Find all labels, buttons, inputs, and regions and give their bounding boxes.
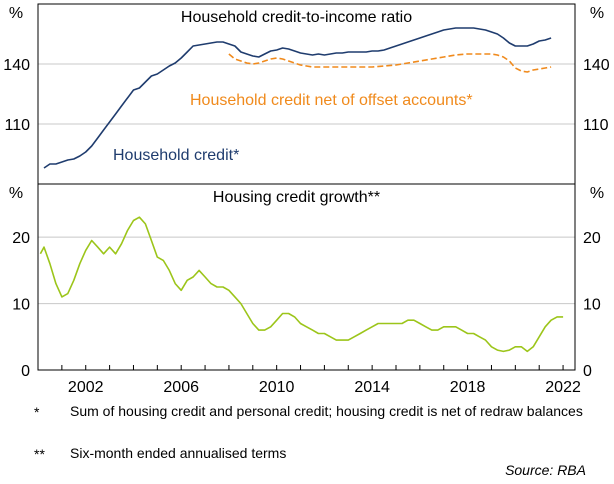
- panel-title: Household credit-to-income ratio: [181, 9, 412, 26]
- x-tick-label: 2022: [545, 379, 581, 396]
- source-label: Source: RBA: [505, 462, 586, 478]
- y-tick-label-right: 110: [583, 117, 609, 134]
- y-unit-left: %: [9, 185, 23, 202]
- series-line-1-1: [43, 27, 552, 169]
- y-tick-label-right: 0: [583, 363, 592, 380]
- footnote-2-text: Six-month ended annualised terms: [70, 445, 287, 461]
- footnote-1-text: Sum of housing credit and personal credi…: [70, 403, 583, 419]
- x-tick-label: 2014: [354, 379, 390, 396]
- series-line-2-1: [39, 216, 564, 353]
- x-tick-label: 2018: [450, 379, 486, 396]
- y-unit-right: %: [590, 5, 604, 22]
- y-tick-label-right: 20: [583, 230, 601, 247]
- footnote-1-mark: *: [34, 404, 40, 420]
- y-tick-label-left: 0: [21, 363, 30, 380]
- x-tick-label: 2006: [163, 379, 199, 396]
- y-tick-label-left: 10: [12, 297, 30, 314]
- x-tick-label: 2010: [259, 379, 295, 396]
- y-tick-label-right: 140: [583, 57, 610, 74]
- y-unit-left: %: [9, 5, 23, 22]
- footnote-2-mark: **: [34, 446, 45, 462]
- y-tick-label-left: 20: [12, 230, 30, 247]
- series-annotation: Household credit*: [113, 147, 239, 164]
- chart-figure: 110 110 140 140% % Household credit-to-income…: [3, 3, 610, 396]
- series-line-1-2: [228, 53, 552, 73]
- y-unit-right: %: [590, 185, 604, 202]
- y-tick-label-right: 10: [583, 297, 601, 314]
- panel-title: Housing credit growth**: [213, 189, 380, 206]
- plot-frame: [37, 3, 576, 371]
- y-tick-label-left: 110: [4, 117, 30, 134]
- series-annotation: Household credit net of offset accounts*: [190, 92, 473, 109]
- x-tick-label: 2002: [68, 379, 104, 396]
- y-tick-label-left: 140: [3, 57, 30, 74]
